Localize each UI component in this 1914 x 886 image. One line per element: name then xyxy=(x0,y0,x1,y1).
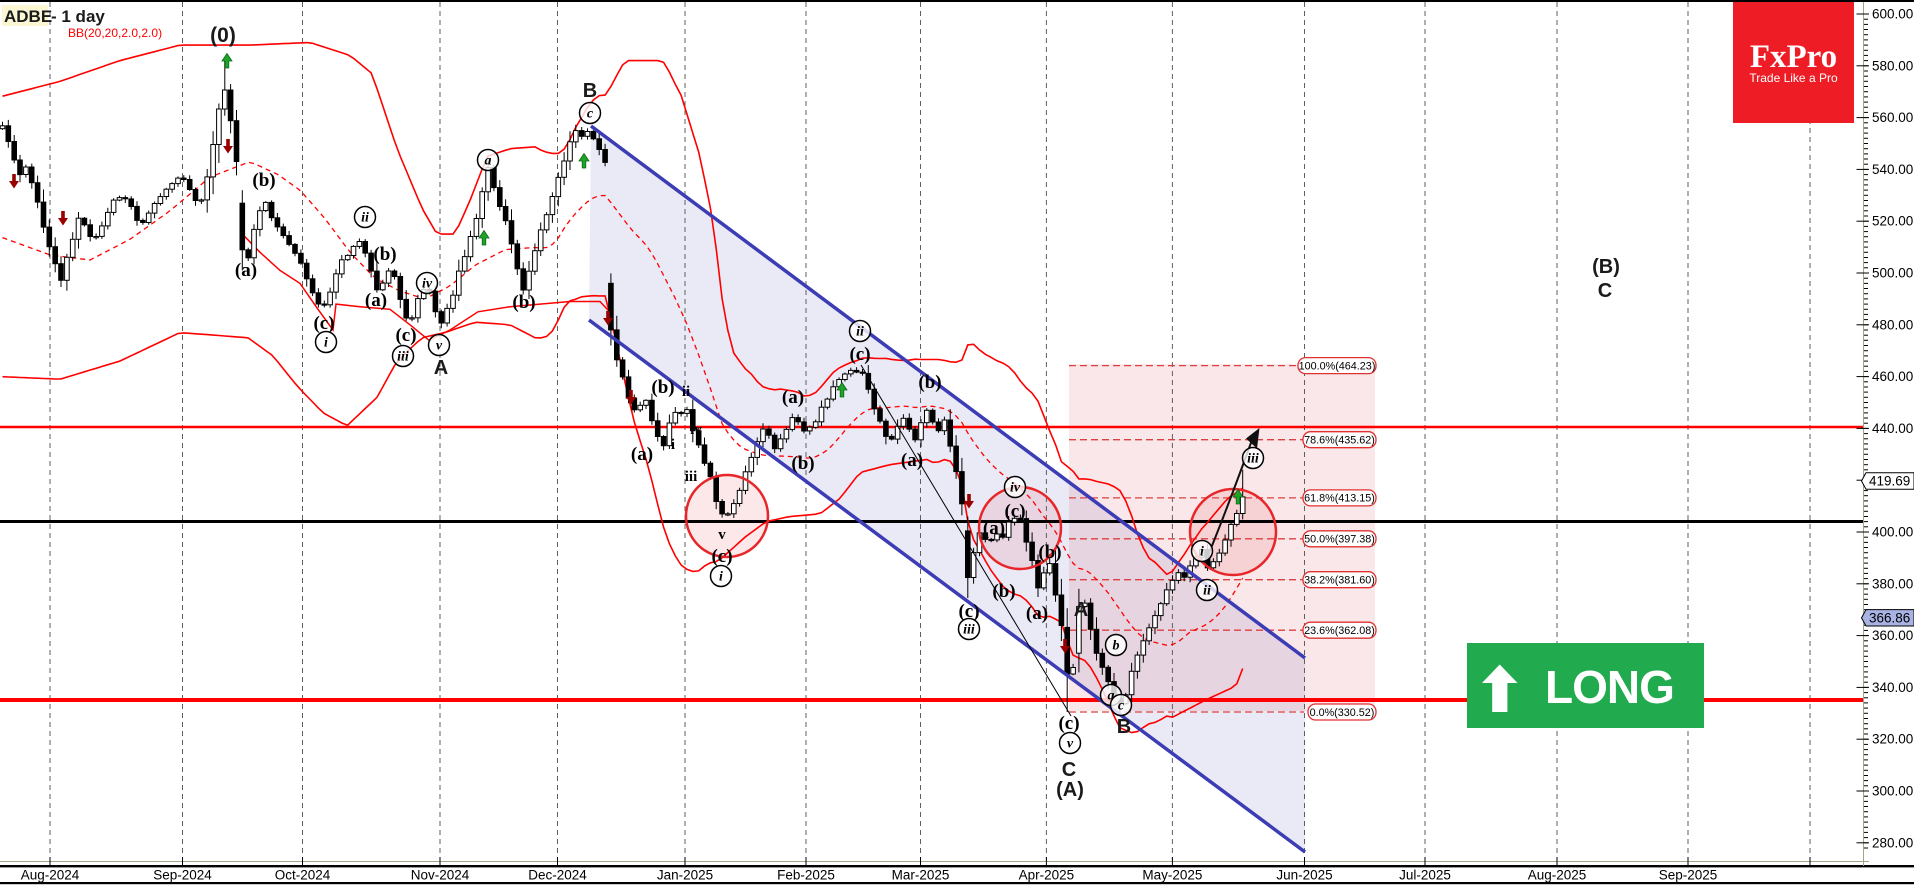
svg-text:(a): (a) xyxy=(983,518,1005,539)
svg-text:(c): (c) xyxy=(711,546,732,567)
svg-text:A: A xyxy=(434,357,448,379)
svg-text:c: c xyxy=(1118,699,1125,714)
svg-text:(A): (A) xyxy=(1056,779,1084,801)
svg-text:B: B xyxy=(1117,716,1131,738)
svg-text:400.00: 400.00 xyxy=(1872,525,1913,540)
svg-text:(0): (0) xyxy=(210,24,236,47)
svg-text:(a): (a) xyxy=(235,260,257,281)
svg-text:Sep-2024: Sep-2024 xyxy=(153,868,212,883)
svg-text:ii: ii xyxy=(856,325,864,340)
svg-text:419.69: 419.69 xyxy=(1869,474,1910,489)
svg-text:78.6%(435.62): 78.6%(435.62) xyxy=(1304,435,1375,447)
svg-text:320.00: 320.00 xyxy=(1872,732,1913,747)
svg-text:A: A xyxy=(1074,599,1088,621)
svg-text:38.2%(381.60): 38.2%(381.60) xyxy=(1304,575,1375,587)
svg-text:520.00: 520.00 xyxy=(1872,214,1913,229)
svg-text:(c): (c) xyxy=(313,313,334,334)
svg-text:(b): (b) xyxy=(1038,542,1061,563)
svg-text:Sep-2025: Sep-2025 xyxy=(1659,868,1718,883)
svg-text:FxPro: FxPro xyxy=(1750,39,1837,75)
svg-text:(c): (c) xyxy=(958,601,979,622)
svg-text:Jan-2025: Jan-2025 xyxy=(657,868,713,883)
svg-text:Feb-2025: Feb-2025 xyxy=(777,868,835,883)
svg-text:(a): (a) xyxy=(782,387,804,408)
svg-text:360.00: 360.00 xyxy=(1872,628,1913,643)
svg-text:- 1 day: - 1 day xyxy=(51,7,105,26)
svg-text:iii: iii xyxy=(963,623,975,638)
svg-text:(b): (b) xyxy=(252,170,275,191)
svg-text:440.00: 440.00 xyxy=(1872,421,1913,436)
svg-text:iii: iii xyxy=(1247,452,1259,467)
svg-text:Apr-2025: Apr-2025 xyxy=(1019,868,1075,883)
svg-text:300.00: 300.00 xyxy=(1872,784,1913,799)
svg-text:Aug-2024: Aug-2024 xyxy=(21,868,80,883)
svg-text:Jul-2025: Jul-2025 xyxy=(1399,868,1451,883)
svg-text:ii: ii xyxy=(361,211,369,226)
svg-text:(b): (b) xyxy=(918,372,941,393)
svg-text:(c): (c) xyxy=(849,344,870,365)
svg-text:C: C xyxy=(1598,280,1612,302)
svg-text:Trade Like a Pro: Trade Like a Pro xyxy=(1749,71,1838,85)
svg-text:(a): (a) xyxy=(365,290,387,311)
svg-text:(c): (c) xyxy=(395,325,416,346)
svg-text:May-2025: May-2025 xyxy=(1142,868,1202,883)
svg-text:i: i xyxy=(719,570,723,585)
svg-text:580.00: 580.00 xyxy=(1872,58,1913,73)
svg-text:(b): (b) xyxy=(512,292,535,313)
svg-text:iv: iv xyxy=(690,422,702,438)
svg-text:v: v xyxy=(1067,737,1074,752)
svg-text:61.8%(413.15): 61.8%(413.15) xyxy=(1304,493,1375,505)
svg-text:100.0%(464.23): 100.0%(464.23) xyxy=(1299,360,1376,372)
svg-text:460.00: 460.00 xyxy=(1872,369,1913,384)
svg-text:iii: iii xyxy=(397,350,409,365)
svg-text:Jun-2025: Jun-2025 xyxy=(1276,868,1332,883)
svg-text:C: C xyxy=(1062,759,1076,781)
svg-text:Oct-2024: Oct-2024 xyxy=(275,868,331,883)
svg-text:v: v xyxy=(436,339,443,354)
svg-text:(b): (b) xyxy=(651,377,674,398)
svg-text:(a): (a) xyxy=(1026,603,1048,624)
svg-text:a: a xyxy=(1108,689,1115,704)
svg-text:ii: ii xyxy=(682,384,690,400)
svg-text:23.6%(362.08): 23.6%(362.08) xyxy=(1304,625,1375,637)
svg-text:a: a xyxy=(485,154,492,169)
svg-text:280.00: 280.00 xyxy=(1872,835,1913,850)
svg-text:ii: ii xyxy=(1203,584,1211,599)
svg-text:50.0%(397.38): 50.0%(397.38) xyxy=(1304,534,1375,546)
svg-text:0.0%(330.52): 0.0%(330.52) xyxy=(1310,707,1375,719)
svg-text:Nov-2024: Nov-2024 xyxy=(411,868,470,883)
svg-text:i: i xyxy=(324,336,328,351)
svg-text:B: B xyxy=(583,80,597,102)
svg-text:600.00: 600.00 xyxy=(1872,7,1913,22)
svg-text:340.00: 340.00 xyxy=(1872,680,1913,695)
svg-text:i: i xyxy=(671,437,675,453)
svg-text:i: i xyxy=(1200,545,1204,560)
svg-text:480.00: 480.00 xyxy=(1872,317,1913,332)
svg-text:c: c xyxy=(587,107,594,122)
svg-text:iv: iv xyxy=(422,277,433,292)
svg-text:366.86: 366.86 xyxy=(1869,610,1910,625)
svg-text:ADBE: ADBE xyxy=(4,7,52,26)
svg-text:Aug-2025: Aug-2025 xyxy=(1528,868,1587,883)
svg-text:(a): (a) xyxy=(631,444,653,465)
svg-text:LONG: LONG xyxy=(1545,661,1674,713)
svg-text:iv: iv xyxy=(1010,481,1021,496)
svg-text:Dec-2024: Dec-2024 xyxy=(528,868,587,883)
svg-text:500.00: 500.00 xyxy=(1872,266,1913,281)
svg-text:540.00: 540.00 xyxy=(1872,162,1913,177)
svg-text:380.00: 380.00 xyxy=(1872,576,1913,591)
svg-text:(b): (b) xyxy=(992,581,1015,602)
svg-text:(b): (b) xyxy=(791,453,814,474)
svg-text:(a): (a) xyxy=(901,450,923,471)
svg-text:BB(20,20,2.0,2.0): BB(20,20,2.0,2.0) xyxy=(68,26,162,40)
svg-text:560.00: 560.00 xyxy=(1872,110,1913,125)
svg-text:iii: iii xyxy=(685,469,698,485)
svg-text:(c): (c) xyxy=(1058,713,1079,734)
svg-text:(B): (B) xyxy=(1592,256,1620,278)
svg-text:b: b xyxy=(1113,639,1120,654)
svg-text:v: v xyxy=(718,527,726,543)
svg-text:Mar-2025: Mar-2025 xyxy=(892,868,950,883)
svg-text:(c): (c) xyxy=(1004,501,1025,522)
svg-text:(b): (b) xyxy=(373,244,396,265)
